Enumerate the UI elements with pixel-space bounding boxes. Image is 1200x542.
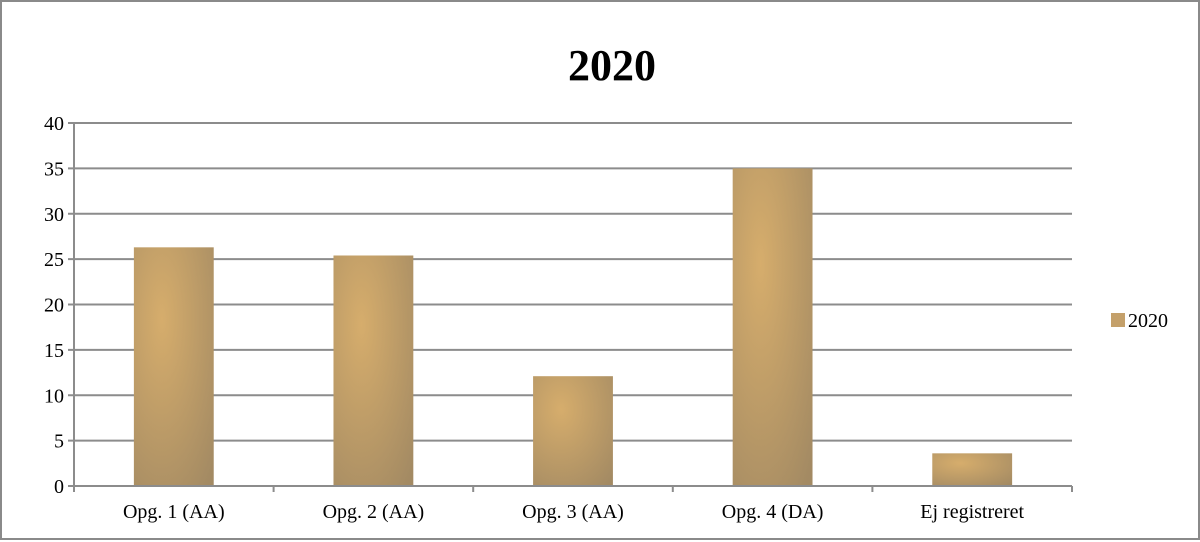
x-category-label: Opg. 1 (AA) (123, 501, 225, 523)
gridlines (74, 122, 1072, 442)
legend-swatch (1111, 313, 1125, 327)
x-category-label: Ej registreret (920, 501, 1024, 523)
x-category-labels: Opg. 1 (AA) Opg. 2 (AA) Opg. 3 (AA) Opg. 4 … (123, 501, 1025, 523)
axes (68, 122, 1073, 492)
bar-2 (333, 255, 414, 486)
x-category-label: Opg. 2 (AA) (323, 501, 425, 523)
y-tick-label: 40 (44, 113, 64, 135)
y-tick-label: 15 (44, 340, 64, 362)
y-tick-label: 10 (44, 385, 64, 407)
chart-title: 2020 (568, 41, 656, 90)
bar-3 (533, 376, 613, 486)
bar-5 (932, 453, 1013, 486)
y-tick-label: 25 (44, 249, 64, 271)
legend: 2020 (1111, 310, 1168, 332)
bar-1 (133, 247, 214, 486)
y-tick-label: 35 (44, 158, 64, 180)
bar-4 (732, 168, 813, 486)
y-tick-label: 5 (54, 431, 64, 453)
x-category-label: Opg. 3 (AA) (522, 501, 624, 523)
y-tick-label: 0 (54, 476, 64, 498)
y-tick-label: 20 (44, 295, 64, 317)
bars (133, 168, 1013, 486)
y-tick-label: 30 (44, 204, 64, 226)
legend-label: 2020 (1128, 310, 1168, 332)
x-category-label: Opg. 4 (DA) (722, 501, 824, 523)
y-tick-labels: 0 5 10 15 20 25 30 35 40 (44, 113, 64, 498)
